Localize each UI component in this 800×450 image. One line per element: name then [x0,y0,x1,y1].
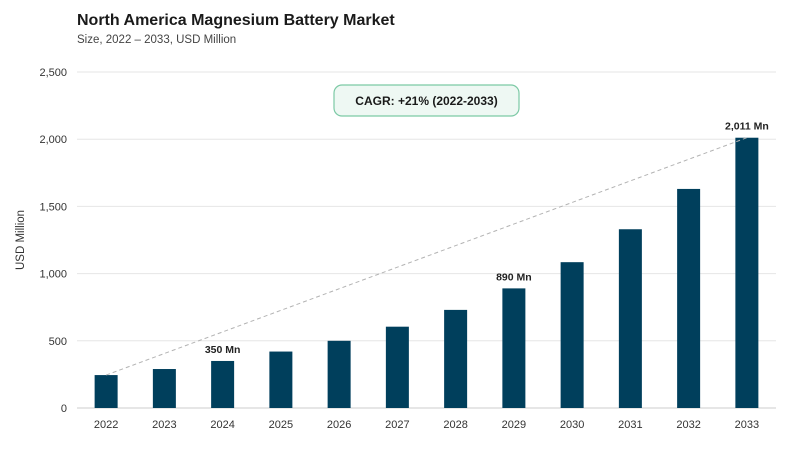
y-tick-label: 1,500 [39,201,67,213]
bar-2033 [735,137,759,408]
x-tick-label: 2029 [502,419,526,431]
bar-2026 [327,340,351,408]
bar-2030 [560,262,584,408]
x-tick-label: 2027 [385,419,409,431]
x-tick-label: 2023 [152,419,176,431]
cagr-badge [333,84,520,117]
x-tick-label: 2030 [560,419,584,431]
y-tick-label: 500 [49,336,67,348]
bar-2031 [618,229,642,408]
bar-2028 [444,309,468,408]
x-tick-label: 2033 [735,419,759,431]
data-label: 350 Mn [205,344,241,356]
bar-2025 [269,351,293,408]
chart-subtitle: Size, 2022 – 2033, USD Million [77,34,237,46]
bar-2022 [94,375,118,408]
y-axis-label: USD Million [15,210,27,270]
bar-2023 [152,369,176,408]
x-tick-label: 2022 [94,419,118,431]
bar-2029 [502,288,526,408]
x-tick-label: 2031 [618,419,642,431]
cagr-label: CAGR: +21% (2022-2033) [355,94,497,108]
data-label: 2,011 Mn [725,121,769,133]
x-tick-label: 2026 [327,419,351,431]
chart-title: North America Magnesium Battery Market [77,12,395,29]
x-tick-label: 2032 [676,419,700,431]
x-tick-label: 2028 [443,419,467,431]
x-tick-label: 2025 [269,419,293,431]
bar-2032 [677,188,701,408]
y-tick-label: 1,000 [39,269,67,281]
bar-2027 [385,326,409,408]
trend-line [105,137,748,376]
y-tick-label: 0 [61,403,67,415]
y-tick-label: 2,000 [39,134,67,146]
data-label: 890 Mn [496,271,532,283]
y-tick-label: 2,500 [39,67,67,79]
x-tick-label: 2024 [210,419,234,431]
bar-2024 [211,360,235,408]
